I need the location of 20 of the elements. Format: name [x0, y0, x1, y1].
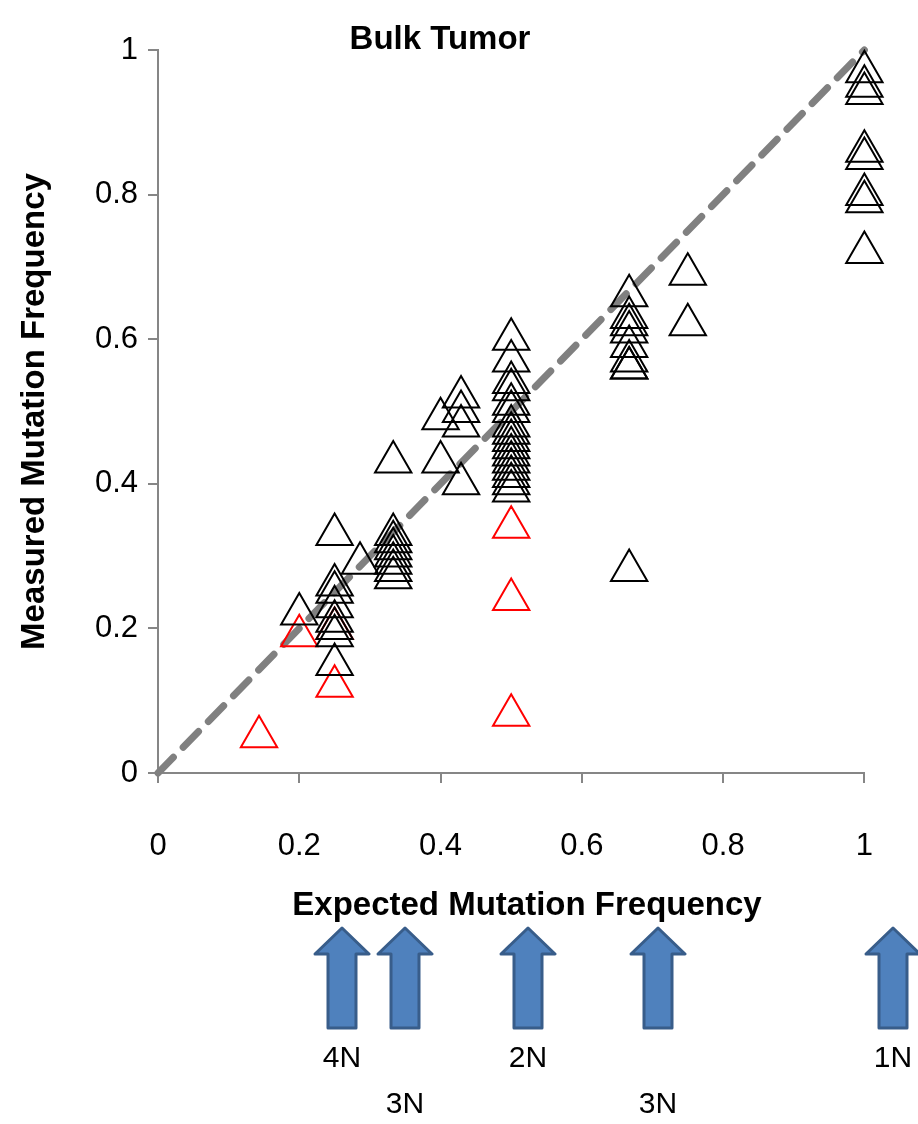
text: 4N [321, 1040, 363, 1074]
text: 3N [637, 1086, 679, 1120]
text: 2N [507, 1040, 549, 1074]
y-tick-label: 0.4 [94, 464, 138, 500]
y-tick-label: 1 [120, 30, 138, 66]
x-tick-label: 1 [855, 827, 873, 863]
y-tick-label: 0.2 [94, 608, 138, 644]
x-tick-label: 0.2 [277, 827, 321, 863]
y-tick-label: 0.8 [94, 175, 138, 211]
x-tick-label: 0.8 [701, 827, 745, 863]
text: 1N [872, 1040, 914, 1074]
x-tick-label: 0 [149, 827, 167, 863]
y-tick-label: 0.6 [94, 319, 138, 355]
x-tick-label: 0.6 [560, 827, 604, 863]
x-axis-title: Expected Mutation Frequency [292, 885, 763, 923]
chart-title: Bulk Tumor [349, 19, 531, 57]
x-tick-label: 0.4 [419, 827, 463, 863]
text: 3N [384, 1086, 426, 1120]
y-tick-label: 0 [120, 753, 138, 789]
y-axis-title: Measured Mutation Frequency [14, 172, 52, 650]
